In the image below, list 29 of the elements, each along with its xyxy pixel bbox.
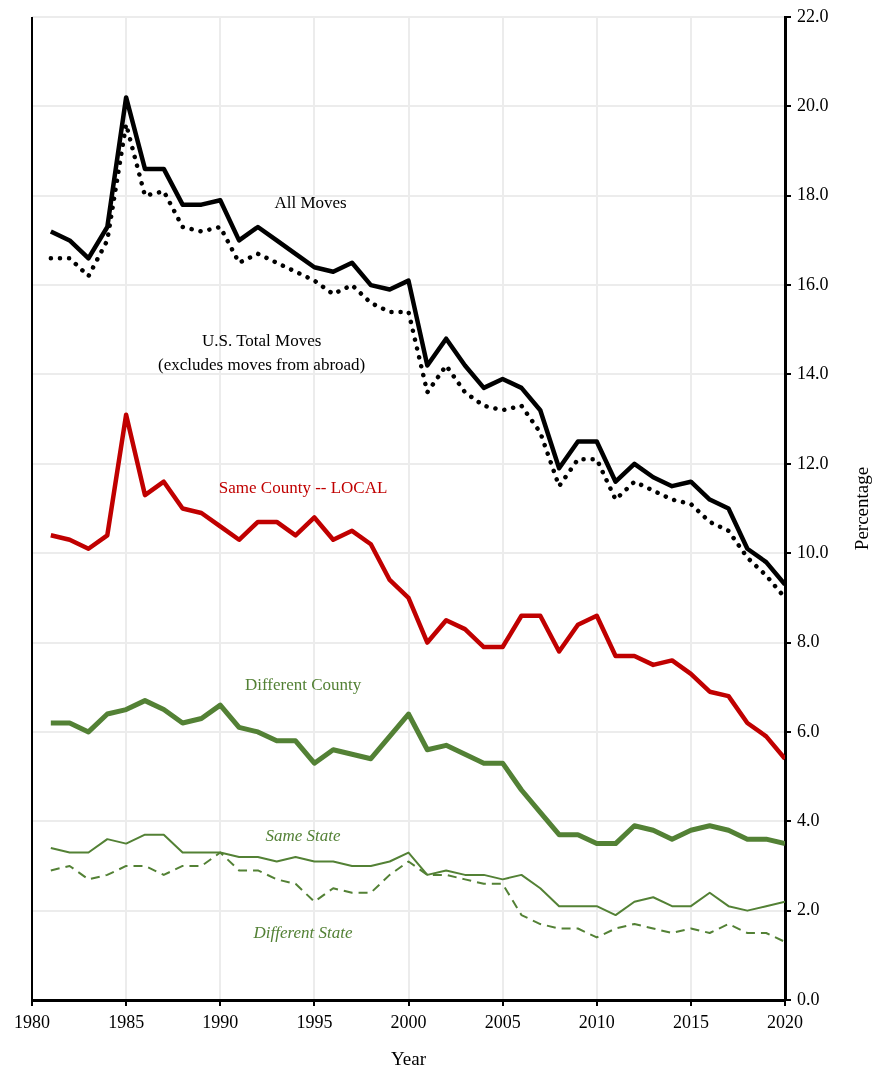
series-label: All Moves [274, 193, 347, 213]
x-tick-label: 2005 [484, 1011, 521, 1032]
y-tick-label: 10.0 [797, 541, 829, 562]
y-tick-label: 16.0 [797, 273, 829, 294]
series-label: U.S. Total Moves (excludes moves from abroad) [158, 330, 366, 374]
y-tick-label: 6.0 [797, 720, 820, 741]
y-tick-label: 22.0 [797, 5, 829, 26]
y-tick-label: 14.0 [797, 363, 829, 384]
x-axis-title: Year [390, 1048, 427, 1070]
y-tick-label: 12.0 [797, 452, 829, 473]
x-tick-label: 2000 [390, 1011, 427, 1032]
series-label: Different County [244, 674, 362, 694]
x-tick-label: 1985 [108, 1011, 145, 1032]
y-axis-title: Percentage [850, 466, 872, 551]
y-tick-label: 2.0 [797, 899, 820, 920]
y-tick-label: 0.0 [797, 988, 820, 1009]
y-tick-label: 4.0 [797, 810, 820, 831]
x-tick-label: 2010 [578, 1011, 615, 1032]
series-label: Same State [265, 826, 342, 846]
series-label: Same County -- LOCAL [218, 478, 388, 498]
x-tick-label: 1990 [202, 1011, 239, 1032]
x-tick-label: 2020 [767, 1011, 803, 1032]
y-tick-label: 8.0 [797, 631, 820, 652]
y-tick-label: 18.0 [797, 184, 829, 205]
x-tick-label: 1995 [296, 1011, 333, 1032]
x-tick-label: 2015 [672, 1011, 709, 1032]
x-tick-label: 1980 [14, 1011, 50, 1032]
series-label: Different State [252, 922, 354, 942]
y-tick-label: 20.0 [797, 95, 829, 116]
